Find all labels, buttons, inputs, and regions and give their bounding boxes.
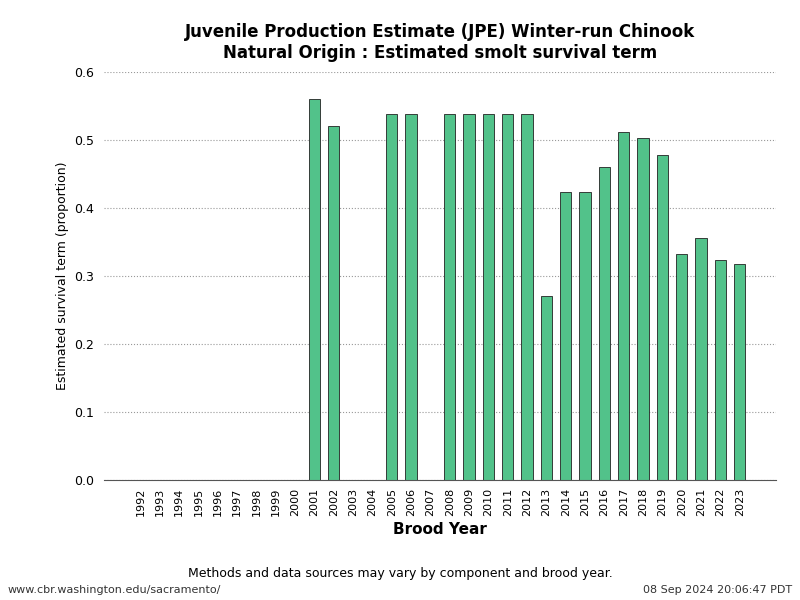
Y-axis label: Estimated survival term (proportion): Estimated survival term (proportion) [56, 162, 69, 390]
Bar [714, 260, 726, 480]
Bar [521, 114, 533, 480]
Bar [309, 99, 320, 480]
Bar [463, 114, 474, 480]
Bar [541, 296, 552, 480]
Bar [444, 114, 455, 480]
Bar [406, 114, 417, 480]
Bar [695, 238, 706, 480]
Bar [676, 254, 687, 480]
Bar [502, 114, 514, 480]
Bar [328, 127, 339, 480]
Text: 08 Sep 2024 20:06:47 PDT: 08 Sep 2024 20:06:47 PDT [643, 585, 792, 595]
X-axis label: Brood Year: Brood Year [393, 521, 487, 536]
Bar [657, 155, 668, 480]
Bar [637, 138, 649, 480]
Bar [734, 265, 746, 480]
Bar [598, 167, 610, 480]
Bar [579, 193, 590, 480]
Bar [618, 132, 630, 480]
Text: www.cbr.washington.edu/sacramento/: www.cbr.washington.edu/sacramento/ [8, 585, 222, 595]
Text: Methods and data sources may vary by component and brood year.: Methods and data sources may vary by com… [188, 567, 612, 580]
Title: Juvenile Production Estimate (JPE) Winter-run Chinook
Natural Origin : Estimated: Juvenile Production Estimate (JPE) Winte… [185, 23, 695, 62]
Bar [386, 114, 398, 480]
Bar [560, 193, 571, 480]
Bar [482, 114, 494, 480]
